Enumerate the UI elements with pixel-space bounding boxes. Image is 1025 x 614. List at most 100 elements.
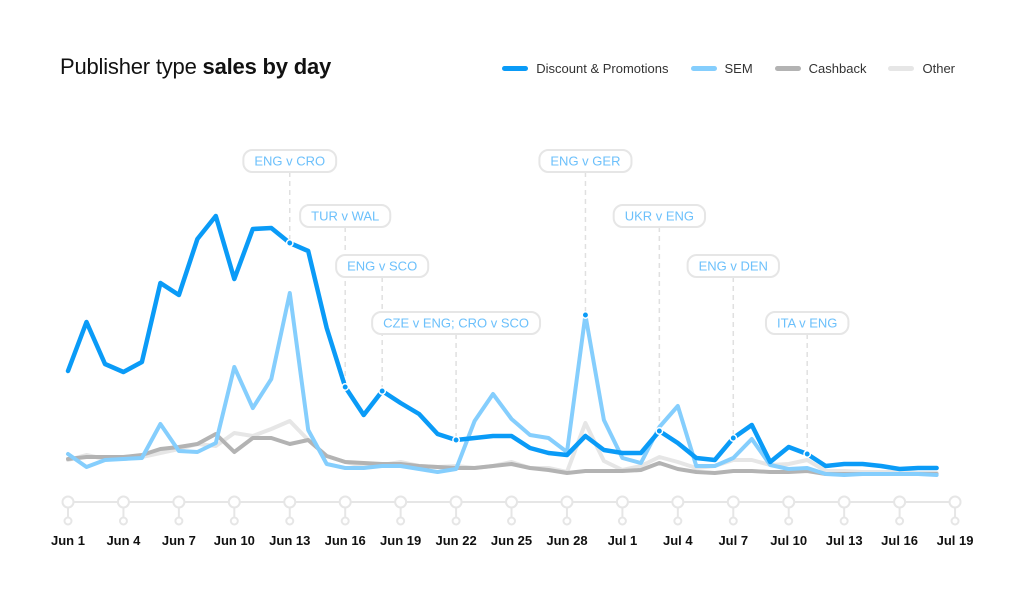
annotation-text: ENG v CRO bbox=[254, 154, 325, 169]
x-tick-marker bbox=[560, 495, 574, 509]
x-tick-label: Jul 10 bbox=[770, 533, 807, 548]
series-line-discount-promotions bbox=[65, 213, 939, 472]
x-tick-label: Jun 13 bbox=[269, 533, 310, 548]
x-tick-label: Jun 1 bbox=[51, 533, 85, 548]
x-tick-marker bbox=[283, 495, 297, 509]
legend-swatch bbox=[690, 66, 717, 71]
title-regular: Publisher type bbox=[60, 54, 197, 79]
x-tick-label: Jun 25 bbox=[491, 533, 532, 548]
x-tick-label: Jul 1 bbox=[608, 533, 638, 548]
annotation-label: ENG v CRO bbox=[242, 149, 338, 173]
legend-label: Discount & Promotions bbox=[536, 61, 669, 76]
x-tick-marker bbox=[449, 495, 463, 509]
annotation-label: TUR v WAL bbox=[299, 204, 392, 228]
annotation-marker bbox=[341, 383, 350, 391]
x-tick-label: Jul 19 bbox=[937, 533, 974, 548]
x-tick-marker bbox=[782, 495, 796, 509]
x-tick-label: Jun 4 bbox=[106, 533, 141, 548]
x-tick-label: Jun 16 bbox=[325, 533, 366, 548]
x-tick-dot bbox=[285, 516, 295, 526]
legend-label: Other bbox=[922, 61, 955, 76]
annotation-marker bbox=[378, 387, 387, 395]
legend-item-cashback[interactable]: Cashback bbox=[774, 61, 867, 76]
x-tick-marker bbox=[61, 495, 75, 509]
annotation-label: ENG v GER bbox=[538, 149, 633, 173]
x-tick-marker bbox=[726, 495, 740, 509]
annotation-marker bbox=[581, 311, 590, 319]
x-tick-marker bbox=[338, 495, 352, 509]
x-tick-marker bbox=[615, 495, 629, 509]
x-tick-dot bbox=[673, 516, 683, 526]
x-tick-dot bbox=[396, 516, 406, 526]
legend-item-discount[interactable]: Discount & Promotions bbox=[502, 61, 669, 76]
annotation-box bbox=[538, 149, 633, 173]
annotation-box bbox=[242, 149, 338, 173]
annotation-text: ITA v ENG bbox=[777, 316, 837, 331]
legend-item-sem[interactable]: SEM bbox=[690, 61, 753, 76]
annotation-label: UKR v ENG bbox=[612, 204, 707, 228]
x-tick-dot bbox=[562, 516, 572, 526]
annotation-text: TUR v WAL bbox=[311, 209, 379, 224]
x-tick-label: Jul 16 bbox=[881, 533, 918, 548]
annotation-text: CZE v ENG; CRO v SCO bbox=[383, 316, 529, 331]
x-tick-marker bbox=[505, 495, 519, 509]
annotation-label: CZE v ENG; CRO v SCO bbox=[371, 311, 542, 335]
legend-label: Cashback bbox=[808, 61, 867, 76]
x-tick-marker bbox=[394, 495, 408, 509]
x-tick-label: Jun 10 bbox=[214, 533, 255, 548]
annotation-text: ENG v DEN bbox=[699, 259, 768, 274]
x-tick-dot bbox=[507, 516, 517, 526]
annotation-box bbox=[371, 311, 542, 335]
x-tick-label: Jun 19 bbox=[380, 533, 421, 548]
x-tick-dot bbox=[839, 516, 849, 526]
series-line-cashback bbox=[66, 432, 939, 476]
annotation-marker bbox=[655, 427, 664, 435]
x-tick-dot bbox=[63, 516, 73, 526]
legend-swatch bbox=[774, 66, 801, 71]
x-tick-label: Jun 7 bbox=[162, 533, 196, 548]
x-tick-marker bbox=[893, 495, 907, 509]
annotation-text: ENG v SCO bbox=[347, 259, 417, 274]
series-line-sem bbox=[66, 291, 939, 477]
x-tick-dot bbox=[895, 516, 905, 526]
annotation-box bbox=[335, 254, 430, 278]
x-tick-label: Jul 13 bbox=[826, 533, 863, 548]
x-tick-marker bbox=[227, 495, 241, 509]
x-tick-dot bbox=[728, 516, 738, 526]
annotation-label: ENG v SCO bbox=[335, 254, 430, 278]
x-tick-marker bbox=[948, 495, 962, 509]
annotation-label: ENG v DEN bbox=[686, 254, 780, 278]
title-bold: sales by day bbox=[202, 54, 332, 79]
legend-swatch bbox=[888, 66, 915, 71]
annotation-marker bbox=[452, 436, 461, 444]
annotation-box bbox=[612, 204, 707, 228]
annotation-box bbox=[686, 254, 780, 278]
legend-label: SEM bbox=[724, 61, 753, 76]
annotation-marker bbox=[285, 239, 294, 247]
legend: Discount & Promotions SEM Cashback Other bbox=[502, 61, 955, 76]
x-tick-label: Jun 28 bbox=[546, 533, 587, 548]
x-tick-marker bbox=[172, 495, 186, 509]
annotation-marker bbox=[803, 450, 812, 458]
x-tick-dot bbox=[340, 516, 350, 526]
x-tick-label: Jun 22 bbox=[435, 533, 476, 548]
x-tick-marker bbox=[116, 495, 130, 509]
x-tick-dot bbox=[784, 516, 794, 526]
x-tick-label: Jul 4 bbox=[663, 533, 693, 548]
annotation-marker bbox=[729, 434, 738, 442]
legend-item-other[interactable]: Other bbox=[888, 61, 955, 76]
annotation-box bbox=[764, 311, 850, 335]
annotation-text: ENG v GER bbox=[550, 154, 620, 169]
annotation-label: ITA v ENG bbox=[764, 311, 850, 335]
x-tick-label: Jul 7 bbox=[718, 533, 748, 548]
annotation-box bbox=[299, 204, 392, 228]
legend-swatch bbox=[502, 66, 529, 71]
x-tick-dot bbox=[118, 516, 128, 526]
chart-title: Publisher type sales by day bbox=[60, 54, 331, 80]
annotation-text: UKR v ENG bbox=[625, 209, 694, 224]
x-tick-dot bbox=[174, 516, 184, 526]
x-tick-marker bbox=[671, 495, 685, 509]
x-tick-dot bbox=[950, 516, 960, 526]
x-tick-dot bbox=[617, 516, 627, 526]
